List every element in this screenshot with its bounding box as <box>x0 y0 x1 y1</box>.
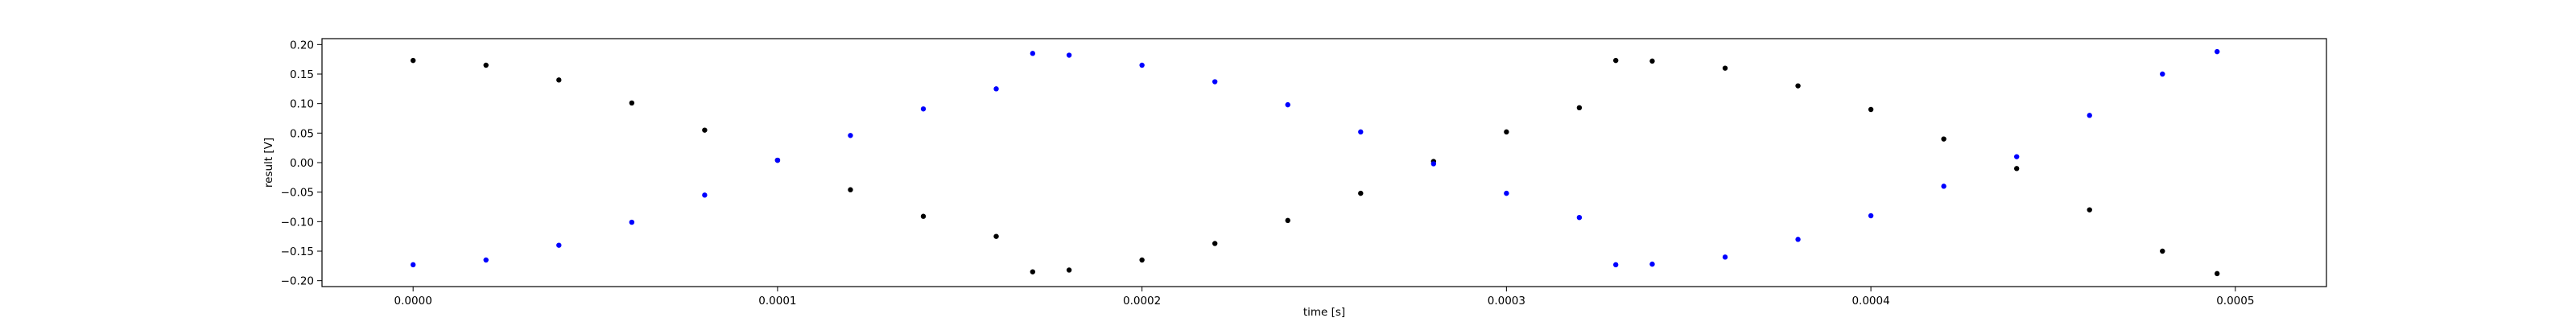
data-point <box>629 219 635 225</box>
data-point <box>483 257 489 263</box>
y-tick-label: 0.10 <box>290 98 314 111</box>
data-point <box>1030 51 1036 56</box>
data-point <box>1430 161 1437 167</box>
y-tick-label: 0.00 <box>290 157 314 170</box>
data-point <box>1212 79 1218 85</box>
y-tick-label: 0.20 <box>290 39 314 52</box>
data-point <box>1358 190 1364 196</box>
x-tick-label: 0.0004 <box>1852 295 1889 308</box>
series-0 <box>410 57 2220 277</box>
y-tick-label: 0.05 <box>290 127 314 140</box>
data-point <box>410 262 416 268</box>
x-tick-label: 0.0000 <box>394 295 432 308</box>
y-axis: 0.20 0.15 0.10 0.05 0.00 −0.05 −0.10 −0.15 −0.20 <box>281 39 322 288</box>
data-point <box>1139 62 1145 68</box>
data-point <box>1066 52 1072 58</box>
data-point <box>410 57 416 64</box>
data-point <box>2214 270 2220 277</box>
data-point <box>1649 58 1655 64</box>
data-point <box>1139 257 1145 263</box>
series-1 <box>410 48 2220 268</box>
data-point <box>848 133 853 138</box>
data-point <box>848 187 853 192</box>
y-tick-label: −0.15 <box>281 246 314 258</box>
data-point <box>1612 262 1619 268</box>
data-point <box>774 157 781 163</box>
data-point <box>483 62 489 68</box>
data-point <box>1504 129 1509 135</box>
x-tick-label: 0.0005 <box>2216 295 2254 308</box>
data-point <box>1649 261 1655 267</box>
y-tick-label: −0.05 <box>281 187 314 200</box>
x-tick-label: 0.0003 <box>1488 295 1525 308</box>
x-tick-label: 0.0001 <box>758 295 796 308</box>
data-point <box>1285 101 1290 108</box>
y-axis-label: result [V] <box>262 138 275 188</box>
data-point <box>2160 248 2165 254</box>
data-point <box>1612 57 1619 64</box>
y-tick-label: 0.15 <box>290 68 314 81</box>
data-point <box>1504 190 1509 196</box>
data-point <box>1358 129 1364 135</box>
data-point <box>920 213 927 219</box>
x-tick-label: 0.0002 <box>1123 295 1161 308</box>
data-point <box>2087 113 2092 118</box>
data-marks <box>410 48 2220 277</box>
data-point <box>1868 106 1874 113</box>
data-point <box>556 242 562 248</box>
data-point <box>1722 254 1728 260</box>
data-point <box>1722 65 1728 71</box>
data-point <box>556 77 562 83</box>
data-point <box>1030 269 1036 275</box>
data-point <box>1576 215 1583 221</box>
data-point <box>702 127 708 133</box>
data-point <box>993 86 999 92</box>
y-tick-label: −0.20 <box>281 275 314 288</box>
data-point <box>1795 237 1801 242</box>
data-point <box>1212 241 1218 246</box>
x-axis-label: time [s] <box>1303 306 1345 319</box>
data-point <box>1941 184 1946 189</box>
data-point <box>1576 105 1583 110</box>
data-point <box>920 106 927 112</box>
data-point <box>2087 207 2092 213</box>
data-point <box>1868 213 1874 219</box>
data-point <box>2214 48 2220 55</box>
data-point <box>1285 217 1290 224</box>
data-point <box>1941 136 1946 142</box>
axes-frame <box>321 38 2327 287</box>
data-point <box>2160 71 2165 77</box>
data-point <box>1066 267 1072 273</box>
data-point <box>2013 166 2020 171</box>
data-point <box>1795 83 1801 89</box>
x-axis: 0.0000 0.0001 0.0002 0.0003 0.0004 0.0005 <box>394 287 2254 308</box>
data-point <box>629 100 635 106</box>
data-point <box>2013 154 2020 159</box>
y-tick-label: −0.10 <box>281 216 314 229</box>
data-point <box>993 233 999 239</box>
data-point <box>702 192 708 198</box>
